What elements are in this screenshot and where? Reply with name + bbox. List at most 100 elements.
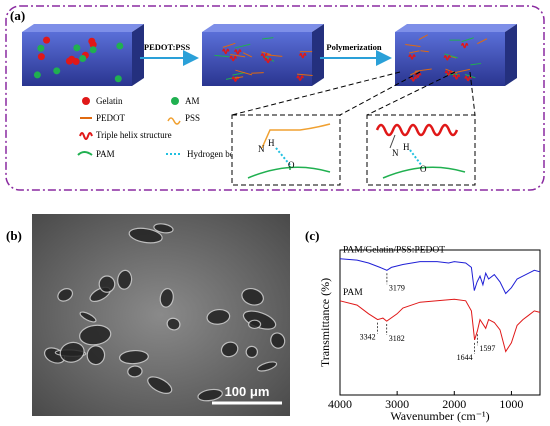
particle (65, 57, 73, 65)
slab-top (202, 24, 324, 32)
x-tick-label: 2000 (442, 397, 466, 411)
pore (256, 361, 278, 372)
particle (37, 44, 45, 52)
chain (297, 73, 313, 77)
pore (147, 376, 173, 395)
atom: O (420, 164, 427, 174)
chain (461, 37, 474, 43)
chain (477, 38, 488, 45)
chain (444, 53, 458, 59)
atom: H (268, 138, 275, 148)
legend-icon (77, 151, 93, 156)
chain (405, 43, 421, 47)
particle (114, 75, 122, 83)
annotation-label: 3179 (389, 283, 405, 292)
x-tick-label: 1000 (499, 397, 523, 411)
step-label: PEDOT:PSS (144, 42, 190, 52)
pore (270, 332, 286, 349)
series-line (339, 298, 541, 353)
pore (79, 311, 97, 323)
annotation-label: 3182 (389, 334, 405, 343)
helix (452, 74, 461, 80)
chain (418, 34, 428, 41)
helix (299, 52, 307, 59)
chain (235, 69, 253, 76)
pore (166, 317, 181, 331)
legend-icon (167, 117, 181, 125)
chain (453, 68, 471, 74)
pore (206, 308, 231, 325)
chain (222, 42, 236, 48)
helix (264, 57, 272, 64)
inset: N H O (366, 114, 476, 186)
slab-side (505, 24, 517, 86)
chart: 4000 3000 2000 1000 Wavenumber (cm⁻¹) Transmi… (318, 246, 541, 423)
chain (470, 62, 482, 66)
pore (247, 319, 262, 330)
slab-top (22, 24, 144, 32)
helix (229, 55, 237, 62)
panel-label: (a) (10, 8, 25, 23)
helix (222, 48, 230, 55)
pore (197, 388, 223, 402)
pore (79, 324, 112, 346)
annotation-label: 1644 (457, 353, 473, 362)
particle (43, 36, 51, 44)
inset: N H O (231, 114, 341, 186)
x-tick-label: 3000 (385, 397, 409, 411)
helix (414, 72, 422, 79)
particle (53, 67, 61, 75)
scale-bar-label: 100 μm (225, 384, 270, 399)
particle (33, 71, 41, 79)
x-axis-label: Wavenumber (cm⁻¹) (390, 409, 489, 423)
pore (241, 287, 264, 306)
pore (117, 269, 133, 290)
helix (460, 42, 469, 49)
helix (444, 70, 453, 76)
pore (153, 223, 174, 234)
pore (220, 341, 239, 358)
slab-side (132, 24, 144, 86)
slab-front (395, 32, 505, 86)
particle (89, 46, 97, 54)
pore (98, 275, 116, 293)
slab-top (395, 24, 517, 32)
chain (230, 54, 246, 58)
zoom-line (231, 71, 401, 116)
helix (443, 55, 452, 61)
legend-label: PAM (96, 149, 115, 159)
atom: N (258, 144, 265, 154)
chain (234, 76, 244, 79)
pore (128, 227, 163, 244)
zoom-line (366, 71, 456, 116)
slab-front (202, 32, 312, 86)
helix (234, 49, 242, 55)
step-label: Polymerization (326, 42, 382, 52)
panel-label: (c) (305, 228, 319, 243)
helix (296, 75, 304, 81)
y-axis-label: Transmittance (%) (318, 278, 332, 367)
chain (408, 50, 420, 54)
particle (79, 54, 87, 62)
panel-label: (b) (6, 228, 22, 243)
pore (59, 341, 85, 363)
chain (251, 72, 264, 74)
chain (410, 70, 420, 76)
particle (73, 44, 81, 52)
pore (127, 365, 143, 378)
atom: O (288, 160, 295, 170)
annotation-label: 3342 (360, 333, 376, 342)
helix (260, 53, 269, 59)
particle (37, 53, 45, 61)
chain (242, 52, 253, 58)
legend-label: AM (185, 96, 200, 106)
legend-icon (82, 97, 90, 105)
chain (266, 54, 283, 57)
slabs (22, 24, 517, 86)
legend-label: Hydrogen bond (187, 149, 244, 159)
legend-label: Triple helix structure (96, 130, 172, 140)
annotation-label: 1597 (479, 344, 495, 353)
legend-label: Gelatin (96, 96, 123, 106)
